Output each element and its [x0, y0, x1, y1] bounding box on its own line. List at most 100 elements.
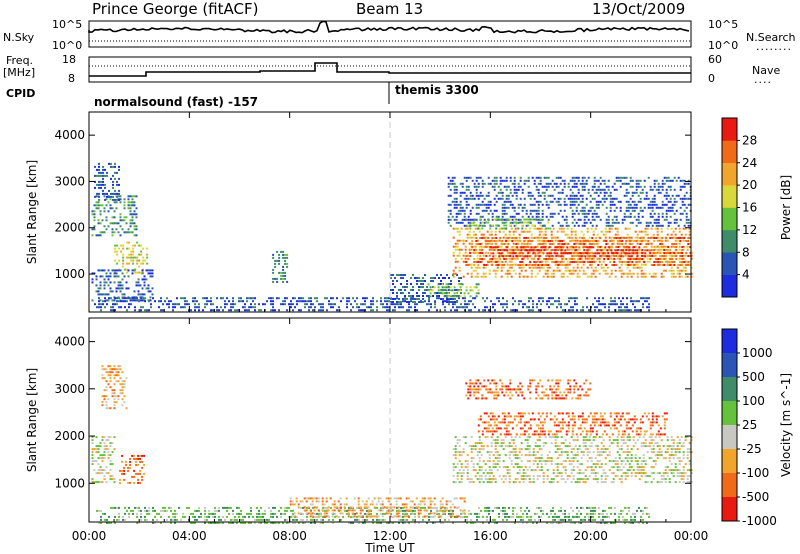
echo-cell [414, 506, 416, 509]
echo-cell [651, 188, 654, 191]
echo-cell [670, 227, 673, 230]
echo-cell [95, 278, 98, 281]
echo-cell [561, 264, 564, 266]
echo-cell [518, 300, 520, 303]
echo-cell [471, 206, 474, 209]
echo-cell [145, 287, 148, 290]
echo-cell [482, 275, 485, 278]
echo-cell [532, 266, 535, 269]
echo-cell [620, 275, 623, 278]
echo-cell [503, 200, 506, 203]
echo-cell [102, 192, 104, 195]
echo-cell [91, 457, 94, 460]
echo-cell [142, 247, 145, 250]
echo-cell [204, 297, 206, 300]
echo-cell [576, 266, 579, 269]
colorbar-tick-label: 28 [742, 133, 757, 147]
echo-cell [597, 258, 600, 260]
y-tick-label: 2000 [54, 221, 85, 235]
echo-cell [501, 197, 504, 200]
echo-cell [509, 203, 512, 206]
echo-cell [95, 460, 98, 463]
echo-cell [592, 518, 594, 521]
echo-cell [648, 242, 651, 245]
echo-cell [581, 209, 584, 212]
echo-cell [591, 218, 594, 221]
echo-cell [462, 515, 464, 518]
echo-cell [667, 264, 670, 266]
echo-cell [295, 500, 298, 503]
echo-cell [501, 227, 504, 230]
echo-cell [100, 186, 102, 189]
echo-cell [458, 266, 461, 269]
echo-cell [492, 518, 494, 521]
echo-cell [667, 206, 670, 209]
echo-cell [584, 515, 586, 518]
echo-cell [308, 297, 310, 300]
echo-cell [339, 497, 342, 500]
echo-cell [487, 240, 490, 242]
echo-cell [513, 185, 516, 188]
echo-cell [640, 297, 642, 300]
echo-cell [529, 194, 532, 197]
echo-cell [402, 286, 404, 288]
echo-cell [551, 179, 554, 182]
echo-cell [300, 309, 302, 312]
echo-cell [114, 247, 117, 250]
echo-cell [280, 271, 283, 274]
echo-cell [688, 233, 691, 236]
echo-cell [282, 271, 285, 274]
echo-cell [94, 303, 96, 306]
echo-cell [511, 237, 514, 239]
echo-cell [534, 275, 537, 278]
echo-cell [288, 515, 290, 518]
echo-cell [479, 221, 482, 224]
echo-cell [112, 186, 114, 189]
echo-cell [566, 236, 569, 239]
echo-cell [643, 197, 646, 200]
echo-cell [537, 203, 540, 206]
echo-cell [588, 275, 591, 278]
echo-cell [515, 197, 518, 200]
echo-cell [119, 478, 122, 481]
echo-cell [312, 303, 314, 306]
echo-cell [508, 260, 511, 263]
echo-cell [559, 182, 562, 185]
echo-cell [464, 227, 467, 230]
echo-cell [542, 266, 545, 269]
echo-cell [123, 275, 126, 278]
echo-cell [597, 188, 600, 191]
echo-cell [526, 242, 529, 245]
echo-cell [516, 255, 519, 258]
echo-cell [293, 503, 296, 506]
echo-cell [291, 515, 294, 518]
echo-cell [604, 303, 606, 306]
echo-cell [567, 185, 570, 188]
echo-cell [501, 203, 504, 206]
echo-cell [105, 472, 108, 475]
echo-cell [677, 194, 680, 197]
echo-cell [665, 218, 668, 221]
echo-cell [434, 506, 436, 509]
echo-cell [602, 521, 604, 524]
echo-cell [581, 206, 584, 209]
echo-cell [574, 239, 577, 242]
echo-cell [646, 257, 649, 260]
echo-cell [491, 215, 494, 218]
echo-cell [669, 252, 672, 254]
echo-cell [594, 512, 596, 515]
echo-cell [635, 240, 638, 242]
echo-cell [523, 197, 526, 200]
echo-cell [622, 255, 625, 258]
echo-cell [453, 292, 456, 295]
echo-cell [639, 206, 642, 209]
echo-cell [675, 194, 678, 197]
echo-cell [111, 463, 114, 466]
echo-cell [457, 283, 460, 286]
echo-cell [481, 200, 484, 203]
echo-cell [584, 255, 587, 258]
echo-cell [493, 182, 496, 185]
echo-cell [600, 521, 602, 524]
echo-cell [294, 521, 296, 524]
echo-cell [311, 497, 314, 500]
